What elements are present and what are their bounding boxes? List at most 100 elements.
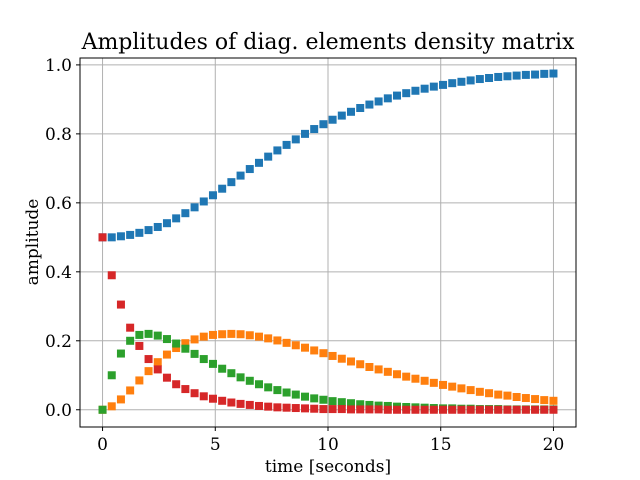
x-tick-label: 0 xyxy=(97,435,108,455)
data-point xyxy=(448,79,457,88)
data-point xyxy=(181,385,190,394)
data-point xyxy=(236,330,245,339)
data-point xyxy=(98,405,107,414)
data-point xyxy=(254,380,263,389)
data-point xyxy=(199,332,208,341)
y-tick-label: 0.6 xyxy=(45,194,72,214)
data-point xyxy=(236,171,245,180)
data-point xyxy=(521,70,530,79)
data-point xyxy=(208,359,217,368)
data-point xyxy=(457,384,466,393)
data-point xyxy=(144,367,153,376)
data-point xyxy=(162,335,171,344)
data-point xyxy=(254,158,263,167)
data-point xyxy=(282,140,291,149)
data-point xyxy=(319,349,328,358)
data-point xyxy=(337,405,346,414)
data-point xyxy=(291,341,300,350)
data-point xyxy=(393,405,402,414)
data-point xyxy=(383,94,392,103)
data-point xyxy=(181,344,190,353)
data-point xyxy=(346,399,355,408)
data-point xyxy=(346,405,355,414)
x-tick-label: 20 xyxy=(543,435,565,455)
data-point xyxy=(190,335,199,344)
data-point xyxy=(144,226,153,235)
data-point xyxy=(236,373,245,382)
data-point xyxy=(540,396,549,405)
data-point xyxy=(107,233,116,242)
data-point xyxy=(393,91,402,100)
data-point xyxy=(365,100,374,109)
data-point xyxy=(172,214,181,223)
data-point xyxy=(521,394,530,403)
data-point xyxy=(172,380,181,389)
data-point xyxy=(162,350,171,359)
data-point xyxy=(190,203,199,212)
data-point xyxy=(429,405,438,414)
data-point xyxy=(402,405,411,414)
data-point xyxy=(273,146,282,155)
data-point xyxy=(218,364,227,373)
data-point xyxy=(540,405,549,414)
data-point xyxy=(365,400,374,409)
data-point xyxy=(208,394,217,403)
data-point xyxy=(172,344,181,353)
data-point xyxy=(540,69,549,78)
x-axis-label: time [seconds] xyxy=(265,457,391,477)
data-point xyxy=(107,371,116,380)
data-point xyxy=(135,341,144,350)
data-point xyxy=(328,115,337,124)
series-4 xyxy=(98,233,558,414)
x-tick-label: 10 xyxy=(317,435,339,455)
data-point xyxy=(144,355,153,364)
data-point xyxy=(411,86,420,95)
data-point xyxy=(457,77,466,86)
data-point xyxy=(208,330,217,339)
data-point xyxy=(153,358,162,367)
data-point xyxy=(494,390,503,399)
data-point xyxy=(301,392,310,401)
data-point xyxy=(549,69,558,78)
data-point xyxy=(310,346,319,355)
data-point xyxy=(494,405,503,414)
data-point xyxy=(531,405,540,414)
data-point xyxy=(126,230,135,239)
data-point xyxy=(411,374,420,383)
data-point xyxy=(273,386,282,395)
data-point xyxy=(439,405,448,414)
data-point xyxy=(254,332,263,341)
data-point xyxy=(466,76,475,85)
data-point xyxy=(291,404,300,413)
y-tick-label: 0.2 xyxy=(45,332,72,352)
data-point xyxy=(429,378,438,387)
data-point xyxy=(512,71,521,80)
data-point xyxy=(245,400,254,409)
data-point xyxy=(531,395,540,404)
data-point xyxy=(264,334,273,343)
data-point xyxy=(291,390,300,399)
data-point xyxy=(245,376,254,385)
data-point xyxy=(199,355,208,364)
data-point xyxy=(116,232,125,241)
data-point xyxy=(116,349,125,358)
data-point xyxy=(301,343,310,352)
x-tick-label: 5 xyxy=(210,435,221,455)
data-point xyxy=(439,80,448,89)
data-point xyxy=(448,382,457,391)
data-point xyxy=(310,404,319,413)
data-point xyxy=(273,403,282,412)
x-tick-label: 15 xyxy=(430,435,452,455)
data-point xyxy=(282,388,291,397)
data-point xyxy=(485,74,494,83)
data-point xyxy=(310,125,319,134)
data-point xyxy=(310,394,319,403)
data-point xyxy=(346,357,355,366)
data-point xyxy=(245,165,254,174)
data-point xyxy=(328,397,337,406)
data-point xyxy=(429,82,438,91)
data-point xyxy=(356,360,365,369)
data-point xyxy=(402,89,411,98)
data-point xyxy=(475,405,484,414)
